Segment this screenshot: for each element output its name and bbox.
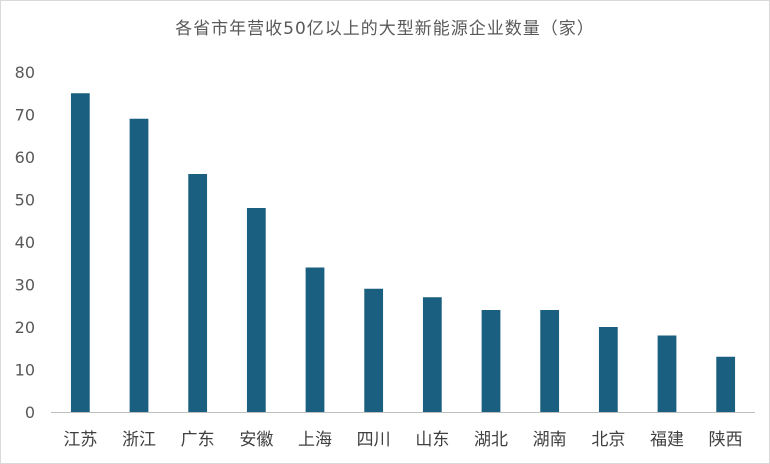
bar-10 — [598, 327, 618, 412]
y-tick-label: 50 — [15, 191, 35, 210]
bar-11 — [657, 335, 677, 412]
x-tick-label: 上海 — [298, 430, 332, 450]
chart-title: 各省市年营收50亿以上的大型新能源企业数量（家） — [175, 19, 595, 39]
bars-group — [70, 93, 736, 412]
bar-2 — [129, 118, 149, 412]
bar-12 — [716, 356, 736, 412]
y-tick-label: 70 — [15, 106, 35, 125]
bar-9 — [540, 310, 560, 412]
y-tick-label: 20 — [15, 318, 35, 337]
x-tick-label: 江苏 — [63, 430, 97, 450]
y-tick-label: 0 — [25, 403, 35, 422]
x-tick-label: 浙江 — [122, 430, 156, 450]
x-tick-label: 湖北 — [474, 430, 508, 450]
bar-8 — [481, 310, 501, 412]
bar-1 — [70, 93, 90, 412]
x-tick-label: 湖南 — [533, 430, 567, 450]
y-tick-label: 40 — [15, 233, 35, 252]
y-tick-label: 30 — [15, 276, 35, 295]
x-tick-label: 广东 — [181, 430, 215, 450]
x-tick-label: 陕西 — [709, 430, 743, 450]
x-tick-label: 北京 — [591, 430, 625, 450]
x-tick-label: 福建 — [650, 430, 684, 450]
x-tick-label: 山东 — [415, 430, 449, 450]
y-tick-label: 10 — [15, 361, 35, 380]
bar-6 — [364, 288, 384, 412]
bar-3 — [188, 174, 208, 412]
x-tick-label: 四川 — [357, 430, 391, 450]
y-tick-label: 80 — [15, 63, 35, 82]
x-tick-label: 安徽 — [239, 430, 273, 450]
x-axis-labels: 江苏 浙江 广东 安徽 上海 四川 山东 湖北 湖南 北京 福建 陕西 — [63, 430, 742, 450]
bar-5 — [305, 267, 325, 412]
bar-4 — [246, 208, 266, 412]
bar-7 — [422, 297, 442, 412]
y-tick-label: 60 — [15, 148, 35, 167]
y-axis-ticks: 0 10 20 30 40 50 60 70 80 — [15, 63, 35, 422]
